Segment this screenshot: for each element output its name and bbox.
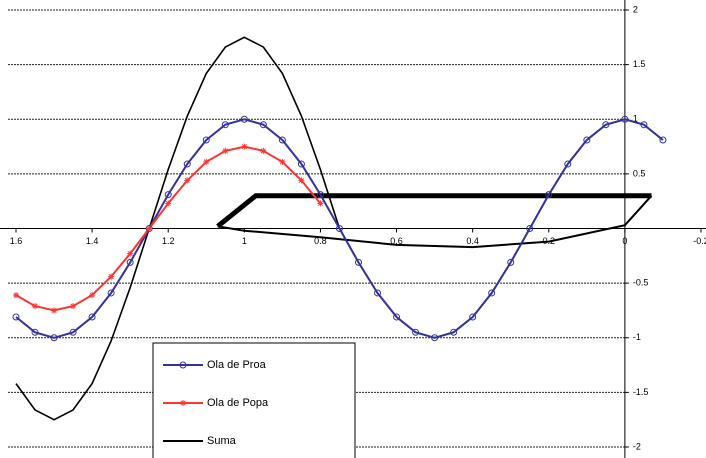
x-tick-label: 0.8: [314, 236, 327, 246]
marker: [298, 177, 305, 184]
marker: [89, 292, 96, 299]
legend-label: Suma: [207, 435, 237, 447]
marker: [278, 136, 286, 144]
plot-layer: [12, 36, 667, 421]
legend-label: Ola de Popa: [207, 397, 269, 409]
marker: [545, 191, 553, 199]
marker: [13, 292, 19, 299]
x-tick-label: 1.2: [162, 236, 175, 246]
legend-label: Ola de Proa: [207, 359, 267, 371]
marker: [69, 328, 77, 336]
marker: [50, 334, 58, 342]
x-tick-label: 0.6: [390, 236, 403, 246]
marker: [526, 225, 534, 232]
marker: [259, 121, 267, 129]
y-tick-label: 1: [633, 114, 638, 124]
legend: Ola de Proa Ola de Popa Suma: [152, 342, 356, 458]
x-tick-label: 1.4: [86, 236, 99, 246]
marker: [260, 147, 267, 154]
marker: [335, 225, 343, 232]
marker: [640, 121, 648, 129]
marker: [107, 289, 115, 297]
y-tick-label: -1: [633, 332, 641, 342]
marker: [126, 258, 134, 266]
marker: [317, 200, 324, 207]
hull-deck: [216, 193, 652, 229]
marker: [279, 158, 286, 165]
marker: [165, 200, 172, 207]
marker: [507, 258, 515, 266]
marker: [184, 177, 191, 184]
marker: [355, 258, 362, 266]
y-tick-label: 0.5: [633, 168, 646, 178]
marker: [202, 136, 210, 144]
marker: [297, 160, 305, 168]
marker: [450, 328, 458, 336]
x-tick-label: 1.6: [10, 236, 23, 246]
marker: [412, 328, 420, 336]
y-tick-label: 2: [633, 4, 638, 14]
y-tick-label: 1.5: [633, 59, 646, 69]
x-tick-label: -0.2: [693, 236, 706, 246]
marker: [180, 400, 186, 406]
marker: [221, 121, 229, 129]
marker: [488, 289, 496, 297]
marker: [164, 191, 172, 199]
y-tick-label: -1.5: [633, 387, 649, 397]
marker: [240, 115, 248, 123]
y-tick-label: -0.5: [633, 278, 649, 288]
marker: [241, 143, 248, 150]
marker: [32, 303, 39, 310]
marker: [602, 121, 610, 129]
series-line: [15, 118, 664, 339]
marker: [88, 313, 96, 321]
marker: [179, 361, 187, 369]
marker: [393, 313, 401, 321]
x-tick-label: 0: [622, 236, 627, 246]
marker: [183, 160, 191, 168]
x-tick-label: 1: [242, 236, 247, 246]
marker: [12, 313, 20, 321]
marker: [70, 303, 77, 310]
marker: [374, 289, 382, 297]
marker: [583, 136, 591, 144]
marker: [51, 307, 58, 314]
marker: [127, 250, 134, 257]
y-tick-label: -2: [633, 441, 641, 451]
marker: [431, 334, 439, 342]
marker: [564, 160, 572, 168]
marker: [146, 225, 153, 232]
marker: [316, 191, 324, 199]
marker: [203, 158, 210, 165]
marker: [659, 136, 667, 144]
marker: [222, 147, 229, 154]
marker: [621, 115, 629, 123]
x-tick-label: 0.4: [466, 236, 479, 246]
hull-keel: [217, 195, 653, 249]
marker: [108, 273, 115, 280]
marker: [469, 313, 477, 321]
marker: [31, 328, 39, 336]
legend-box: [152, 342, 356, 458]
